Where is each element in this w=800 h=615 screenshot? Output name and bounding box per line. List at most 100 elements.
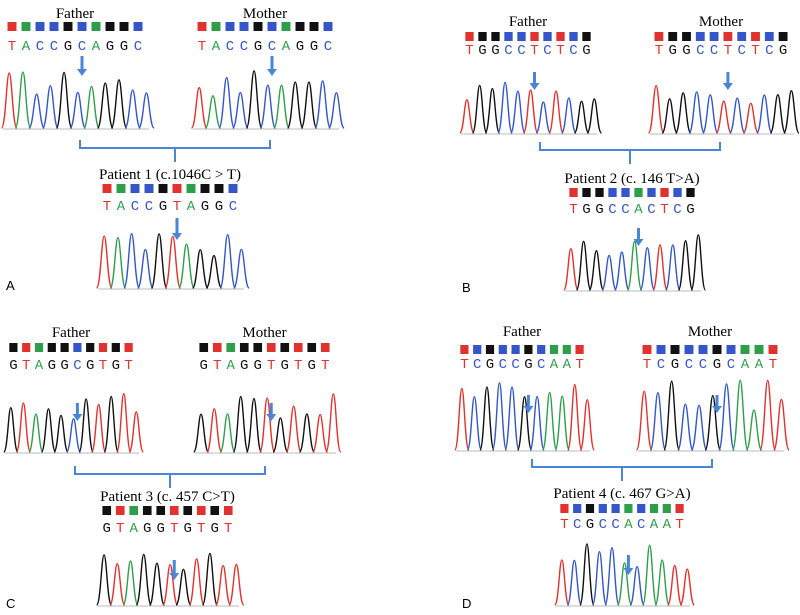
father-base-box [530,32,539,41]
mother-base-box [670,345,680,354]
mother-base-letter: C [240,39,248,55]
father-base-letter: C [569,43,577,59]
patient-base-letter: T [197,521,205,537]
mother-base-box [212,343,222,352]
patient-base-box [585,504,595,513]
patient-peak [629,565,645,606]
patient-peak [178,243,195,289]
patient-peak [626,240,643,291]
patient-base-box [686,188,695,197]
mother-peak [273,84,290,129]
mother-peak [286,81,304,129]
father-base-box [478,32,487,41]
father-base-letter: T [8,39,16,55]
panel-letter: B [462,280,471,295]
father-base-box [34,343,44,352]
patient-base-letter: C [131,199,139,215]
patient-peak [233,248,250,289]
patient-base-box [560,504,569,513]
patient-peak [591,550,608,606]
mother-base-box [754,345,764,354]
father-base-box [91,22,101,31]
mother-peak [190,86,208,129]
father-peak [116,392,132,453]
patient-base-box [102,184,112,193]
father-base-letter: G [106,39,114,55]
father-base-letter: C [134,39,142,55]
patient-base-letter: G [211,521,219,537]
father-base-box [543,32,552,41]
father-label: Father [56,6,94,22]
father-peak [560,97,577,134]
mother-base-letter: G [713,357,721,373]
father-peak [83,85,100,129]
father-peak [110,79,128,129]
mother-peak [314,80,332,129]
mother-base-box [295,22,305,31]
patient-base-letter: T [103,199,111,215]
patient-base-box [569,188,578,197]
panel-letter: D [462,596,471,611]
father-chromatogram [0,71,155,129]
patient-base-letter: T [675,517,683,533]
mother-peak [206,408,223,453]
mother-base-box [309,22,319,31]
mother-peak [661,98,678,134]
father-peak [55,71,73,129]
patient-peak [579,543,595,606]
panel-letter: A [6,278,15,293]
mother-base-box [768,345,778,354]
patient-base-box [158,184,168,193]
father-base-box [517,32,526,41]
patient-base-letter: G [586,517,594,533]
patient-base-box [169,506,179,515]
mother-peak [259,397,276,453]
patient-chromatogram [554,543,696,606]
patient-base-letter: G [201,199,209,215]
mother-peak [745,409,763,451]
father-peak [535,101,552,134]
mother-chromatogram [635,379,790,451]
father-base-box [49,22,59,31]
mother-base-box [709,32,719,41]
mother-base-letter: C [727,357,735,373]
father-peak [510,90,526,134]
patient-base-box [634,188,643,197]
patient-base-box [673,188,682,197]
patient-base-box [595,188,604,197]
patient-chromatogram [95,552,245,606]
mother-base-letter: G [779,43,787,59]
patient-peak [679,568,696,606]
father-base-box [7,22,17,31]
patient-base-letter: A [634,202,643,218]
panel-letter: C [6,596,15,611]
mother-base-letter: C [710,43,718,59]
mother-peak [773,398,790,451]
patient-chromatogram [95,232,250,289]
patient-base-letter: G [595,202,603,218]
mother-base-letter: C [685,357,693,373]
patient-base-box [214,184,224,193]
mother-peak [219,413,236,453]
father-peak [567,383,583,451]
patient-base-letter: T [224,521,232,537]
patient-base-letter: T [116,521,124,537]
patient-peak [588,250,605,291]
mother-base-box [239,22,249,31]
father-peak [529,395,545,451]
father-base-box [9,343,18,352]
father-arrow-icon [523,406,534,413]
patient-base-box [573,504,582,513]
father-peak [516,396,533,451]
mother-base-letter: A [755,357,764,373]
patient-base-box [172,184,182,193]
mother-base-letter: C [268,39,276,55]
father-base-letter: G [48,358,56,374]
patient-base-box [210,506,220,515]
father-base-box [77,22,87,31]
mother-base-box [654,32,664,41]
mother-base-letter: T [643,357,651,373]
patient-peak [162,564,179,606]
patient-peak [601,254,617,291]
